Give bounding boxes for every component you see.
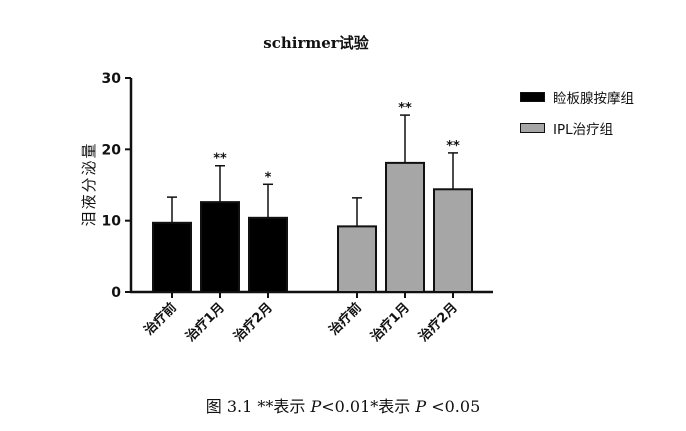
- x-tick-label: 治疗1月: [368, 300, 413, 345]
- legend-item-massage: 睑板腺按摩组: [520, 86, 634, 108]
- caption-suffix: <0.05: [426, 397, 481, 416]
- legend-swatch-massage: [520, 92, 545, 102]
- y-tick-label: 10: [102, 214, 122, 230]
- bar: [200, 201, 240, 293]
- legend-label-ipl: IPL治疗组: [553, 122, 614, 138]
- bar: [385, 161, 425, 293]
- y-axis-label: 泪液分泌量: [80, 141, 98, 226]
- x-tick-label: 治疗前: [326, 300, 365, 339]
- legend-swatch-ipl: [520, 123, 545, 133]
- x-tick-label: 治疗前: [141, 300, 180, 339]
- legend-item-ipl: IPL治疗组: [520, 117, 634, 139]
- caption-mid: <0.01*表示: [321, 397, 416, 416]
- caption-p1: P: [310, 397, 322, 416]
- chart-title: schirmer试验: [263, 34, 369, 52]
- significance-label: *: [265, 170, 272, 185]
- x-tick-label: 治疗2月: [231, 300, 276, 345]
- bar: [152, 221, 192, 294]
- legend: 睑板腺按摩组 IPL治疗组: [520, 86, 634, 148]
- y-tick-label: 0: [111, 285, 121, 301]
- bar: [433, 188, 473, 293]
- caption-prefix: 图 3.1 **表示: [205, 397, 311, 416]
- significance-label: **: [446, 139, 460, 154]
- x-tick-label: 治疗1月: [183, 300, 228, 345]
- plot-area: 0 10 20 30 治疗前 ** 治疗1月 * 治疗2月 治疗前 ** 治疗1月 ** 治疗2月: [102, 71, 493, 345]
- significance-label: **: [213, 152, 227, 167]
- caption-p2: P: [415, 397, 427, 416]
- bar: [337, 225, 377, 293]
- figure-caption: 图 3.1 **表示 P<0.01*表示 P <0.05: [0, 393, 686, 417]
- legend-label-massage: 睑板腺按摩组: [553, 91, 634, 107]
- x-tick-label: 治疗2月: [416, 300, 461, 345]
- y-tick-label: 20: [102, 142, 122, 158]
- significance-label: **: [398, 101, 412, 116]
- y-tick-label: 30: [102, 71, 122, 87]
- bar: [248, 216, 288, 294]
